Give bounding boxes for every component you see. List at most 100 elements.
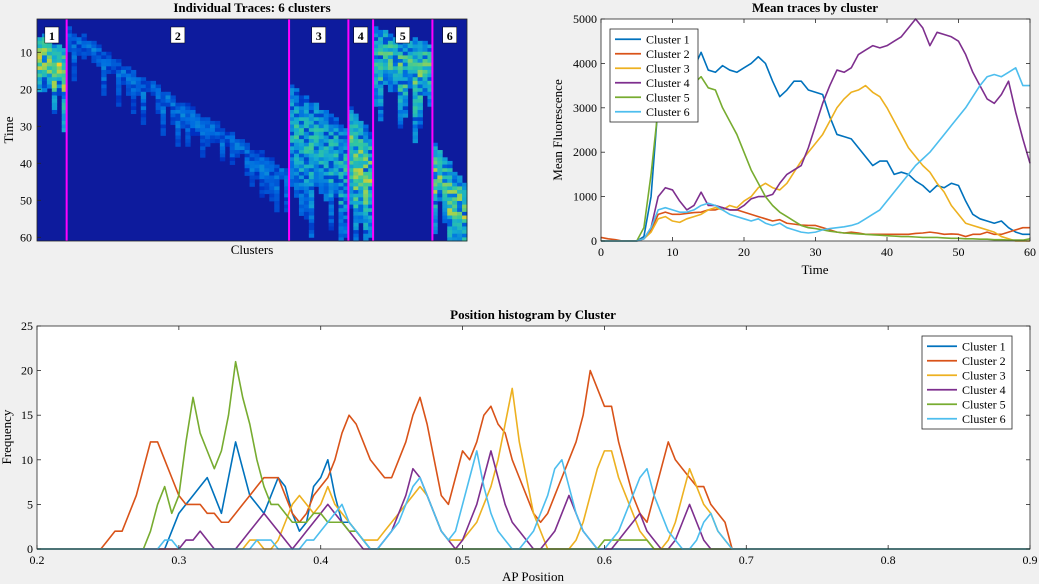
heatmap-cell	[378, 80, 384, 85]
heatmap-cell	[269, 168, 275, 173]
heatmap-cell	[269, 190, 275, 195]
heatmap-cell	[190, 124, 196, 129]
heatmap-cell	[407, 55, 414, 60]
heatmap-cell	[392, 88, 399, 93]
heatmap-cell	[333, 124, 339, 129]
heatmap-cell	[417, 113, 423, 118]
heatmap-cell	[363, 200, 369, 206]
heatmap-cell	[61, 124, 68, 129]
heatmap-cell	[323, 197, 330, 202]
heatmap-cell	[358, 131, 364, 136]
heatmap-cell	[358, 157, 364, 162]
heatmap-cell	[412, 80, 418, 85]
heatmap-cell	[363, 171, 369, 176]
y-tick-label: 2000	[573, 145, 597, 159]
heatmap-cell	[338, 168, 344, 173]
heatmap-cell	[71, 40, 77, 45]
heatmap-cell	[328, 120, 334, 125]
heatmap-cell	[373, 95, 379, 100]
heatmap-cell	[160, 117, 166, 122]
heatmap-cell	[457, 186, 463, 191]
heatmap-cell	[447, 171, 453, 176]
heatmap-cell	[249, 179, 255, 184]
heatmap-cell	[130, 106, 137, 111]
heatmap-cell	[437, 150, 443, 155]
heatmap-cell	[353, 120, 359, 125]
heatmap-cell	[51, 84, 58, 89]
heatmap-cell	[269, 171, 275, 176]
heatmap-cell	[160, 128, 166, 133]
heatmap-cell	[298, 197, 305, 202]
heatmap-cell	[328, 222, 334, 227]
heatmap-cell	[417, 66, 423, 71]
heatmap-cell	[219, 157, 226, 162]
heatmap-cell	[387, 66, 394, 71]
heatmap-cell	[56, 51, 63, 56]
heatmap-cell	[294, 168, 300, 173]
heatmap-cell	[96, 48, 102, 53]
heatmap-cell	[412, 139, 418, 144]
heatmap-cell	[378, 48, 384, 53]
heatmap-cell	[71, 62, 77, 67]
heatmap-cell	[417, 55, 423, 60]
heatmap-cell	[412, 91, 418, 96]
heatmap-cell	[378, 84, 384, 89]
heatmap-cell	[328, 175, 334, 180]
heatmap-cell	[348, 168, 354, 173]
heatmap-cell	[279, 171, 285, 176]
heatmap-cell	[427, 62, 433, 67]
heatmap-cell	[353, 215, 359, 220]
heatmap-cell	[135, 80, 142, 85]
heatmap-cell	[412, 66, 418, 71]
y-tick-label: 3000	[573, 101, 597, 115]
heatmap-cell	[51, 51, 58, 56]
heatmap-cell	[318, 153, 325, 158]
heatmap-cell	[457, 222, 463, 227]
heatmap-cell	[135, 77, 142, 82]
heatmap-cell	[116, 91, 122, 96]
heatmap-cell	[392, 73, 399, 78]
heatmap-cell	[348, 157, 354, 162]
heatmap-cell	[66, 48, 72, 53]
heatmap-cell	[313, 168, 320, 173]
y-tick-label: 5000	[573, 12, 597, 26]
heatmap-cell	[303, 168, 310, 173]
heatmap-cell	[412, 44, 418, 49]
heatmap-cell	[343, 182, 349, 187]
heatmap-cell	[442, 160, 448, 165]
heatmap-cell	[353, 182, 359, 187]
heatmap-cell	[432, 179, 438, 184]
heatmap-cell	[289, 142, 295, 147]
heatmap-cell	[294, 179, 300, 184]
legend-box	[609, 28, 699, 123]
heatmap-cell	[447, 211, 453, 216]
heatmap-cell	[353, 113, 359, 118]
x-tick-label: 0.7	[739, 553, 754, 567]
heatmap-cell	[412, 40, 418, 45]
heatmap-cell	[358, 204, 364, 209]
heatmap-cell	[170, 106, 176, 111]
legend-label-3: Cluster 3	[962, 368, 1006, 382]
heatmap-cell	[328, 215, 334, 220]
heatmap-cell	[323, 157, 330, 162]
heatmap-cell	[185, 102, 191, 107]
heatmap-cell	[289, 84, 295, 89]
heatmap-cell	[378, 95, 384, 100]
heatmap-cell	[353, 179, 359, 184]
heatmap-cell	[363, 150, 369, 155]
heatmap-cell	[328, 179, 334, 184]
heatmap-cell	[318, 109, 325, 115]
heatmap-cell	[368, 193, 374, 198]
heatmap-cell	[239, 150, 245, 155]
heatmap-cell	[358, 208, 364, 213]
heatmap-cell	[328, 146, 334, 151]
heatmap-cluster-labels: 1 2 3 4 5 6	[44, 26, 457, 44]
heatmap-cell	[387, 80, 394, 85]
legend-label-3: Cluster 3	[646, 61, 690, 75]
heatmap-cell	[284, 197, 290, 202]
heatmap-cell	[61, 91, 68, 96]
heatmap-cell	[397, 84, 404, 89]
heatmap-cell	[442, 193, 448, 198]
heatmap-cell	[51, 80, 58, 85]
heatmap-cell	[140, 88, 147, 93]
